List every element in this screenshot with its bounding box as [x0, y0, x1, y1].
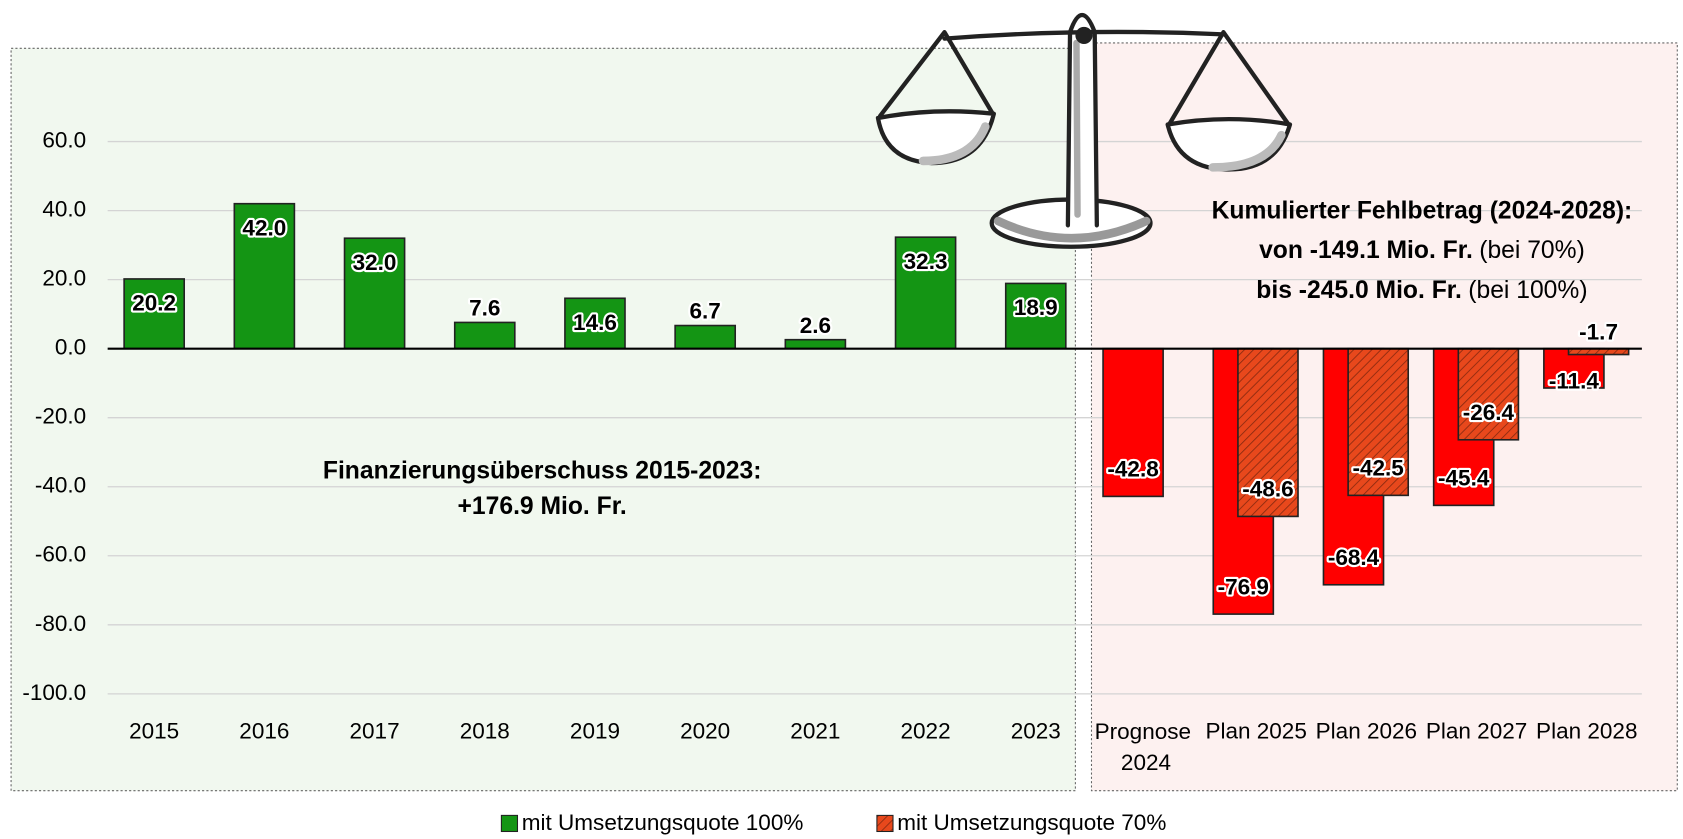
- x-tick-label: 2019: [570, 719, 620, 744]
- value-label: -42.5: [1353, 456, 1404, 481]
- value-label: -42.8: [1107, 457, 1158, 482]
- value-label: 6.7: [690, 299, 721, 324]
- value-label: 32.0: [353, 250, 397, 275]
- annotation-bold: von -149.1 Mio. Fr.: [1259, 237, 1473, 264]
- annotation-bold: Kumulierter Fehlbetrag (2024-2028):: [1212, 197, 1633, 224]
- value-label: -11.4: [1549, 369, 1600, 394]
- value-label: -48.6: [1242, 477, 1293, 502]
- value-label: -1.7: [1579, 320, 1618, 345]
- annotation: bis -245.0 Mio. Fr.(bei 100%): [1256, 276, 1587, 303]
- annotation: Kumulierter Fehlbetrag (2024-2028):: [1212, 197, 1633, 224]
- y-tick-label: 60.0: [42, 128, 86, 153]
- x-tick-label: 2022: [901, 719, 951, 744]
- x-tick-label: Plan 2028: [1536, 719, 1637, 744]
- value-label: 7.6: [469, 296, 500, 321]
- legend-label: mit Umsetzungsquote 70%: [897, 810, 1166, 835]
- legend: mit Umsetzungsquote 100% mit Umsetzungsqu…: [501, 810, 1166, 835]
- value-label: -45.4: [1438, 466, 1490, 491]
- value-label: -26.4: [1463, 400, 1515, 425]
- x-tick-label: 2021: [790, 719, 840, 744]
- page: -100.0 -80.0 -60.0 -40.0 -20.0 0.0 20.0 40.0 60.…: [0, 0, 1683, 839]
- value-label: 20.2: [132, 291, 176, 316]
- value-label: 32.3: [904, 249, 948, 274]
- chart: -100.0 -80.0 -60.0 -40.0 -20.0 0.0 20.0 40.0 60.…: [0, 0, 1683, 839]
- x-tick-label: 2020: [680, 719, 730, 744]
- value-label: -68.4: [1328, 545, 1380, 570]
- y-tick-label: 0.0: [55, 335, 86, 360]
- y-tick-label: -20.0: [35, 404, 86, 429]
- value-label: 18.9: [1014, 295, 1058, 320]
- x-tick-label: 2015: [129, 719, 179, 744]
- value-label: 14.6: [573, 310, 617, 335]
- y-tick-label: -60.0: [35, 542, 86, 567]
- annotation-normal: (bei 100%): [1468, 276, 1587, 303]
- bar: [675, 326, 735, 349]
- y-tick-label: -80.0: [35, 611, 86, 636]
- y-tick-label: 20.0: [42, 266, 86, 291]
- bar: [785, 340, 845, 349]
- legend-swatch: [877, 815, 893, 831]
- legend-swatch: [501, 815, 517, 831]
- bar: [455, 322, 515, 348]
- x-tick-label: 2016: [239, 719, 289, 744]
- x-tick-label: Plan 2026: [1316, 719, 1417, 744]
- legend-label: mit Umsetzungsquote 100%: [522, 810, 804, 835]
- y-tick-label: 40.0: [42, 197, 86, 222]
- x-tick-label: Plan 2025: [1205, 719, 1306, 744]
- annotation: +176.9 Mio. Fr.: [458, 493, 627, 520]
- x-tick-label: 2018: [460, 719, 510, 744]
- x-tick-label: Plan 2027: [1426, 719, 1527, 744]
- annotation-bold: bis -245.0 Mio. Fr.: [1256, 276, 1462, 303]
- annotation: Finanzierungsüberschuss 2015-2023:: [323, 458, 762, 485]
- y-tick-label: -40.0: [35, 473, 86, 498]
- value-label: 2.6: [800, 313, 831, 338]
- annotation-normal: (bei 70%): [1479, 237, 1585, 264]
- value-label: 42.0: [242, 215, 286, 240]
- value-label: -76.9: [1218, 574, 1269, 599]
- annotation: von -149.1 Mio. Fr.(bei 70%): [1259, 237, 1585, 264]
- x-tick-label: 2017: [350, 719, 400, 744]
- bar: [1458, 349, 1518, 440]
- y-tick-label: -100.0: [22, 680, 86, 705]
- x-tick-label: 2023: [1011, 719, 1061, 744]
